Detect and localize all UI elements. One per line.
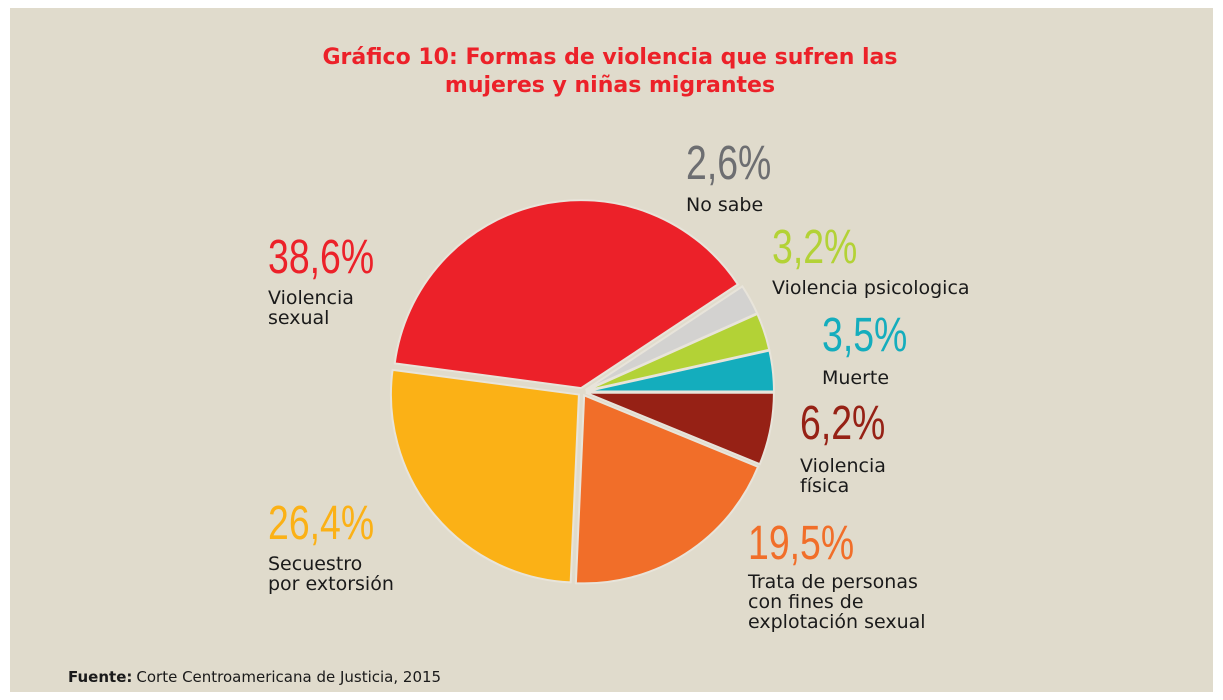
category-label: Trata de personas con fines de explotaci… <box>748 571 926 633</box>
source-text: Corte Centroamericana de Justicia, 2015 <box>136 668 442 686</box>
source: Fuente: Corte Centroamericana de Justicia… <box>68 668 441 686</box>
value-label: 3,2% <box>772 221 858 274</box>
value-label: 38,6% <box>268 231 375 284</box>
pie-slice <box>389 368 580 584</box>
category-label: Violencia sexual <box>268 287 354 329</box>
pie-slice <box>574 393 760 585</box>
chart-title: Gráfico 10: Formas de violencia que sufr… <box>322 45 898 98</box>
value-label: 3,5% <box>822 309 908 362</box>
pie-slice <box>585 391 775 466</box>
source-label: Fuente: <box>68 668 133 686</box>
category-label: Muerte <box>822 367 890 389</box>
pie-slice <box>584 284 759 391</box>
category-label: Secuestro por extorsión <box>268 553 394 595</box>
value-label: 6,2% <box>800 397 886 450</box>
category-label: No sabe <box>686 194 764 216</box>
category-label: Violencia física <box>800 455 886 497</box>
value-label: 26,4% <box>268 497 375 550</box>
value-label: 2,6% <box>686 137 772 190</box>
pie-slice <box>393 199 740 390</box>
value-label: 19,5% <box>748 517 855 570</box>
category-label: Violencia psicologica <box>772 277 970 299</box>
